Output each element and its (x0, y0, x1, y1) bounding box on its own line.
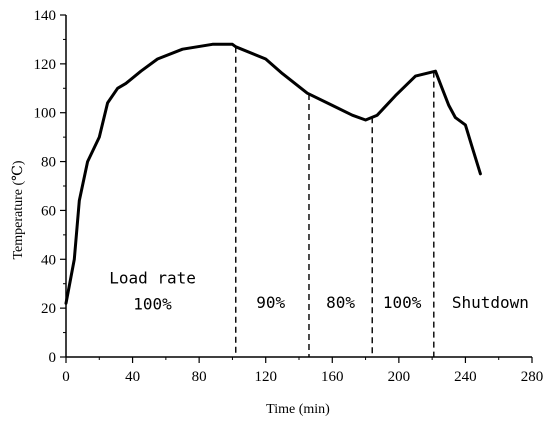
y-tick-label: 80 (41, 155, 56, 171)
x-tick-label: 160 (321, 369, 344, 385)
temperature-series-line (64, 42, 482, 305)
load-rate-label: 100% (133, 295, 172, 314)
load-rate-label: 90% (256, 293, 285, 312)
load-rate-label: Shutdown (452, 293, 529, 312)
load-rate-label: Load rate (109, 269, 196, 288)
load-rate-label: 80% (326, 293, 355, 312)
y-tick-label: 40 (41, 252, 56, 268)
x-axis-title: Time (min) (266, 402, 330, 417)
y-tick-label: 60 (41, 203, 56, 219)
plot-area: 0 40 80 120 160 200 240 280 0 20 40 60 80 100 120 140 Lo… (34, 8, 544, 385)
y-tick-label: 140 (34, 8, 57, 24)
x-tick-label: 120 (254, 369, 277, 385)
x-tick-label: 240 (454, 369, 477, 385)
y-tick-label: 120 (34, 57, 57, 73)
y-tick-label: 0 (49, 350, 57, 366)
y-tick-label: 20 (41, 301, 56, 317)
load-rate-label: 100% (383, 293, 422, 312)
x-tick-label: 0 (62, 369, 70, 385)
x-tick-label: 280 (521, 369, 544, 385)
y-tick-label: 100 (34, 106, 57, 122)
y-axis-title: Temperature (℃) (11, 160, 26, 259)
x-tick-label: 200 (388, 369, 411, 385)
x-tick-label: 80 (192, 369, 207, 385)
x-tick-label: 40 (125, 369, 140, 385)
